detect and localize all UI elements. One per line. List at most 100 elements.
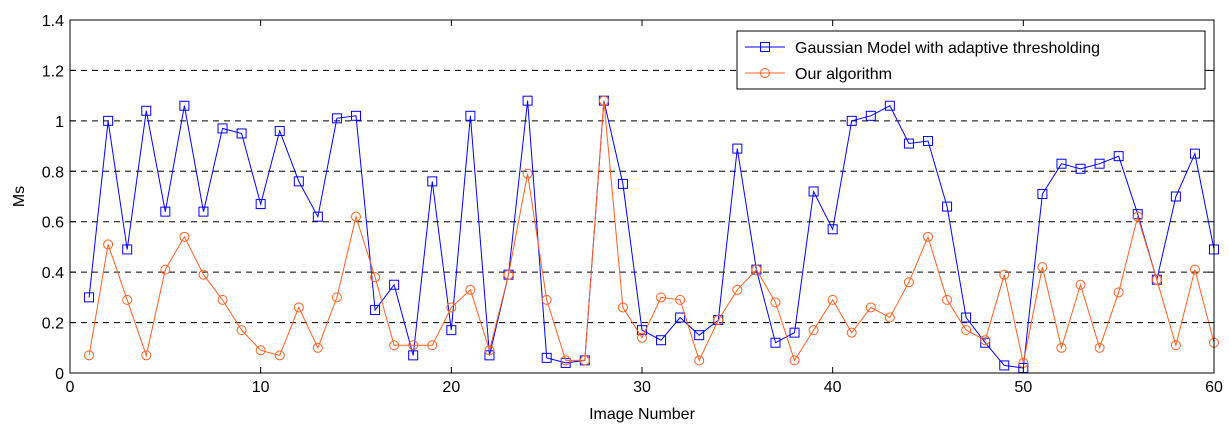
data-point	[713, 315, 724, 326]
legend: Gaussian Model with adaptive thresholdin…	[736, 30, 1206, 90]
data-point	[522, 168, 533, 179]
legend-label-gaussian: Gaussian Model with adaptive thresholdin…	[795, 40, 1100, 57]
series-line	[88, 100, 1215, 369]
legend-label-our-algorithm: Our algorithm	[795, 66, 892, 83]
grid-lines	[70, 69, 1214, 324]
x-tick-label: 20	[442, 379, 460, 396]
data-point	[484, 345, 495, 356]
data-point	[637, 332, 647, 343]
data-point	[408, 340, 419, 351]
data-point	[865, 302, 876, 313]
data-point	[808, 325, 819, 336]
data-point	[560, 357, 571, 368]
data-point	[1170, 191, 1181, 202]
y-tick-label: 0.8	[42, 164, 64, 181]
y-tick-label: 0.2	[42, 316, 64, 333]
data-point	[999, 269, 1010, 280]
data-point	[617, 178, 628, 189]
data-point	[675, 294, 686, 305]
data-point	[656, 335, 667, 346]
data-point	[1170, 340, 1181, 351]
data-point	[217, 294, 228, 305]
data-point	[465, 284, 476, 295]
data-point	[827, 224, 838, 235]
data-point	[236, 325, 247, 336]
data-point	[351, 110, 361, 121]
x-tick-label: 0	[66, 379, 75, 396]
data-point	[331, 113, 342, 124]
y-tick-label: 0.4	[42, 265, 64, 282]
data-point	[598, 95, 609, 106]
data-point	[923, 136, 933, 147]
data-point	[293, 176, 304, 187]
data-point	[789, 327, 800, 338]
x-tick-label: 50	[1014, 379, 1032, 396]
data-point	[675, 312, 686, 323]
y-tick-label: 1.2	[42, 63, 64, 80]
data-point	[370, 304, 381, 315]
data-point	[141, 105, 152, 116]
data-point	[389, 279, 400, 290]
data-point	[141, 350, 152, 361]
data-point	[1132, 211, 1143, 222]
y-tick-label: 0	[55, 366, 64, 383]
data-point	[541, 352, 552, 363]
data-point	[84, 292, 95, 303]
data-point	[770, 337, 781, 348]
data-point	[274, 125, 285, 136]
legend-item-our-algorithm: Our algorithm	[745, 66, 892, 83]
data-point	[331, 292, 342, 303]
data-point	[236, 128, 247, 139]
data-point	[694, 330, 705, 341]
series-0	[84, 95, 1219, 373]
data-point	[903, 138, 914, 149]
data-point	[1132, 209, 1143, 220]
data-point	[293, 302, 304, 313]
data-point	[1094, 342, 1105, 353]
data-point	[160, 206, 171, 217]
axis-ticks: 0 10 20 30 40 50 60 0 0.2 0.4 0.6 0.8 1 1.2 1.4	[42, 13, 1223, 396]
x-axis-label: Image Number	[589, 406, 695, 423]
x-tick-label: 40	[824, 379, 842, 396]
data-point	[923, 231, 933, 242]
data-point	[980, 335, 991, 346]
data-point	[465, 110, 476, 121]
data-point	[656, 292, 667, 303]
data-point	[1056, 342, 1067, 353]
data-point	[103, 239, 114, 250]
data-point	[980, 337, 991, 348]
data-point	[789, 355, 800, 366]
data-point	[1075, 163, 1086, 174]
data-point	[1189, 264, 1200, 275]
data-point	[541, 294, 552, 305]
data-point	[274, 350, 285, 361]
data-point	[255, 345, 266, 356]
data-point	[103, 115, 114, 126]
y-tick-label: 1.4	[42, 13, 64, 30]
legend-marker-circle-icon	[760, 68, 770, 78]
data-point	[122, 294, 133, 305]
x-tick-label: 60	[1205, 379, 1223, 396]
data-point	[846, 115, 857, 126]
data-point	[312, 211, 323, 222]
data-point	[942, 201, 953, 212]
data-point	[999, 360, 1010, 371]
data-point	[1189, 148, 1200, 159]
y-axis-label: Ms	[11, 186, 28, 207]
data-point	[617, 302, 628, 313]
data-point	[1056, 158, 1067, 169]
data-point	[770, 297, 781, 308]
data-point	[560, 355, 571, 366]
data-point	[370, 272, 381, 283]
data-point	[217, 123, 228, 134]
data-point	[1113, 287, 1124, 298]
data-point	[255, 199, 266, 210]
data-point	[884, 100, 895, 111]
data-point	[1037, 262, 1048, 273]
data-point	[427, 176, 438, 187]
data-point	[408, 350, 419, 361]
data-point	[884, 312, 895, 323]
data-point	[808, 186, 819, 197]
data-point	[751, 264, 762, 275]
